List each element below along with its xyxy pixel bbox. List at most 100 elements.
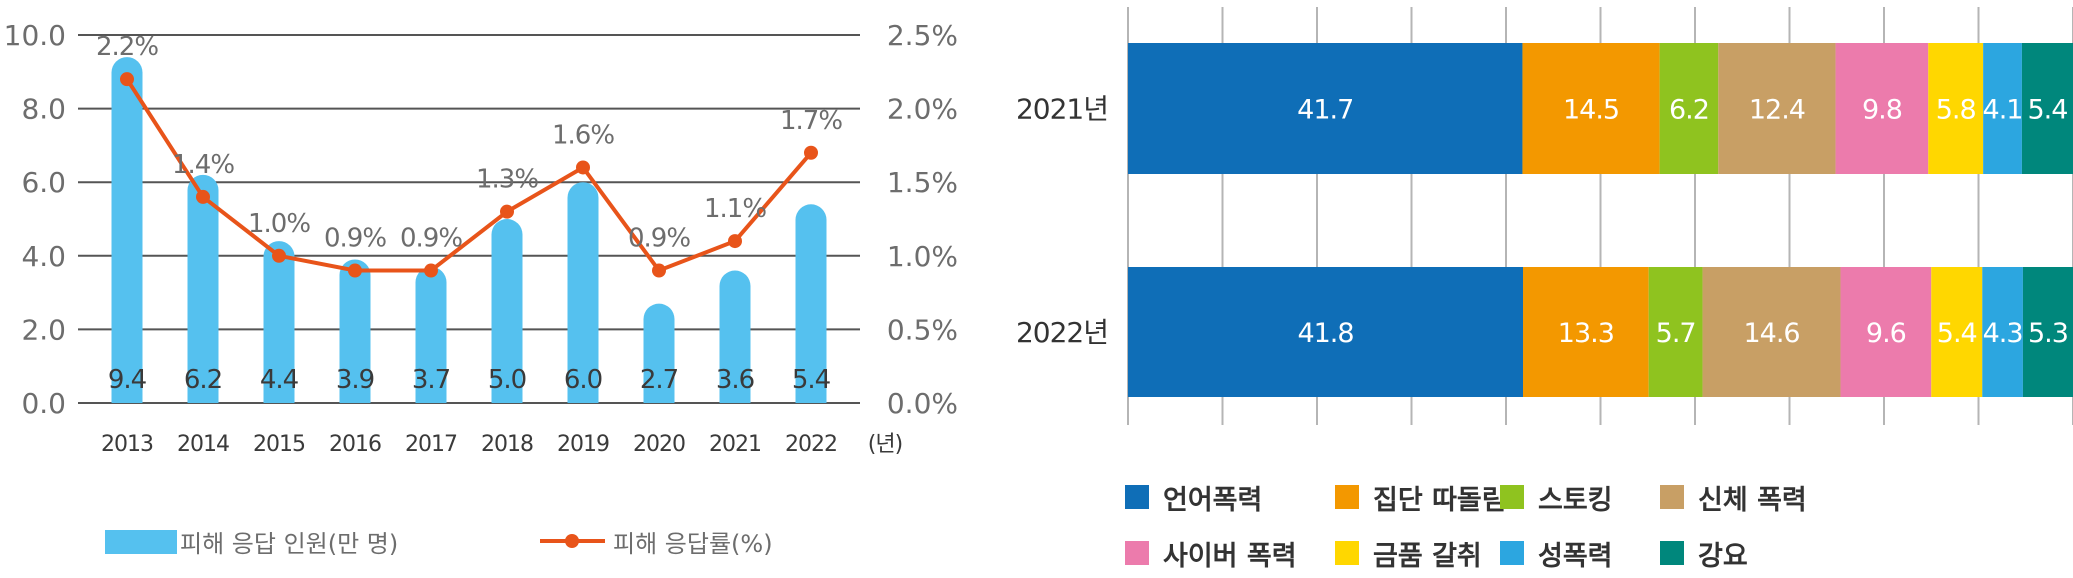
bar-value-label: 6.0 xyxy=(564,365,602,395)
segment-value-label: 12.4 xyxy=(1749,95,1805,126)
legend-swatch-icon xyxy=(1660,485,1684,509)
bar-value-label: 2.7 xyxy=(640,365,678,395)
rate-value-label: 1.4% xyxy=(172,150,234,180)
right-axis-tick: 0.5% xyxy=(887,313,958,346)
bar-2019 xyxy=(567,182,599,403)
bar-2013 xyxy=(111,57,143,404)
row-2021년: 2021년 41.7 14.5 6.2 12.4 9.8 5.8 4.1 5.4 xyxy=(1016,43,2073,174)
bar-2022 xyxy=(795,204,827,403)
segment-value-label: 6.2 xyxy=(1669,95,1709,126)
x-tick-year: 2014 xyxy=(177,432,229,457)
rate-value-label: 0.9% xyxy=(400,224,462,254)
segment-금품 갈취 xyxy=(1931,267,1983,397)
legend-bar-label: 피해 응답 인원(만 명) xyxy=(180,530,398,558)
bar-value-label: 5.0 xyxy=(488,365,526,395)
right-axis-tick: 2.5% xyxy=(887,19,958,52)
segment-신체 폭력 xyxy=(1718,43,1836,174)
legend-line-label: 피해 응답률(%) xyxy=(613,530,773,558)
segment-value-label: 5.7 xyxy=(1656,318,1696,349)
right-axis-tick: 0.0% xyxy=(887,387,958,420)
rate-marker xyxy=(500,204,514,219)
segment-집단 따돌림 xyxy=(1522,43,1660,174)
rate-marker xyxy=(652,263,666,278)
legend-swatch-icon xyxy=(1125,541,1149,565)
segment-언어폭력 xyxy=(1128,43,1523,174)
legend-label: 신체 폭력 xyxy=(1698,485,1807,516)
legend-item: 집단 따돌림 xyxy=(1335,485,1507,516)
rate-marker xyxy=(196,189,210,204)
right-axis-tick: 2.0% xyxy=(887,93,958,126)
rate-value-label: 1.7% xyxy=(780,106,842,136)
right-axis-tick: 1.0% xyxy=(887,240,958,273)
rate-line xyxy=(125,78,813,273)
bar-2018 xyxy=(491,219,523,403)
left-axis-tick: 10.0 xyxy=(4,19,66,52)
legend-bar-swatch xyxy=(105,530,177,554)
left-y-axis: 10.0 8.0 6.0 4.0 2.0 0.0 xyxy=(4,19,66,420)
segment-value-label: 5.4 xyxy=(2027,95,2067,126)
segment-신체 폭력 xyxy=(1702,267,1841,397)
rate-marker xyxy=(424,263,438,278)
x-tick-year: 2022 xyxy=(785,432,837,457)
segment-value-label: 14.6 xyxy=(1743,318,1799,349)
x-tick-year: 2017 xyxy=(405,432,457,457)
legend-item: 성폭력 xyxy=(1500,541,1613,572)
x-tick-year: 2021 xyxy=(709,432,761,457)
legend-swatch-icon xyxy=(1125,485,1149,509)
rate-marker xyxy=(804,145,818,160)
bar-value-label: 4.4 xyxy=(260,365,299,395)
x-tick-year: 2020 xyxy=(633,432,685,457)
segment-금품 갈취 xyxy=(1928,43,1984,174)
bar-value-label: 3.6 xyxy=(716,365,754,395)
segment-사이버 폭력 xyxy=(1835,43,1929,174)
x-tick-year: 2018 xyxy=(481,432,533,457)
rate-marker xyxy=(120,72,134,87)
legend-item: 언어폭력 xyxy=(1125,485,1262,516)
bar-value-labels: 9.4 6.2 4.4 3.9 3.7 5.0 6.0 2.7 3.6 5.4 xyxy=(108,365,832,395)
rate-value-label: 1.1% xyxy=(704,194,766,224)
bar-2015 xyxy=(263,241,295,403)
legend-swatch-icon xyxy=(1660,541,1684,565)
legend-swatch-icon xyxy=(1500,541,1524,565)
segment-사이버 폭력 xyxy=(1840,267,1932,397)
rate-value-label: 1.3% xyxy=(476,165,538,195)
rate-value-label: 1.6% xyxy=(552,120,614,150)
segment-성폭력 xyxy=(1982,267,2023,397)
segment-강요 xyxy=(2021,43,2073,174)
segment-강요 xyxy=(2022,267,2073,397)
legend-item: 신체 폭력 xyxy=(1660,485,1807,516)
legend-item: 금품 갈취 xyxy=(1335,541,1482,572)
legend-label: 사이버 폭력 xyxy=(1163,541,1297,572)
row-label: 2022년 xyxy=(1016,316,1108,349)
line-series xyxy=(120,72,818,278)
segment-집단 따돌림 xyxy=(1523,267,1649,397)
bar-value-label: 9.4 xyxy=(108,365,147,395)
segment-value-label: 9.6 xyxy=(1866,318,1906,349)
segment-value-label: 14.5 xyxy=(1563,95,1619,126)
left-axis-tick: 2.0 xyxy=(21,313,66,346)
segment-value-label: 4.3 xyxy=(1983,318,2023,349)
rate-value-label: 2.2% xyxy=(96,32,158,62)
legend-line-marker-icon xyxy=(565,534,579,548)
x-tick-year: 2013 xyxy=(101,432,153,457)
legend-swatch-icon xyxy=(1335,485,1359,509)
bar-2021 xyxy=(719,270,751,403)
legend-label: 언어폭력 xyxy=(1163,485,1262,516)
row-label: 2021년 xyxy=(1016,93,1108,126)
segment-value-label: 5.8 xyxy=(1936,95,1976,126)
segment-value-label: 5.4 xyxy=(1937,318,1977,349)
bar-value-label: 3.9 xyxy=(336,365,374,395)
legend-label: 성폭력 xyxy=(1538,541,1613,572)
legend-label: 금품 갈취 xyxy=(1373,541,1482,572)
right-y-axis: 2.5% 2.0% 1.5% 1.0% 0.5% 0.0% xyxy=(887,19,958,420)
x-tick-year: 2019 xyxy=(557,432,609,457)
rate-value-label: 1.0% xyxy=(248,209,310,239)
legend: 피해 응답 인원(만 명) 피해 응답률(%) xyxy=(105,530,773,558)
rate-value-label: 0.9% xyxy=(628,224,690,254)
legend-label: 집단 따돌림 xyxy=(1373,485,1507,516)
segment-언어폭력 xyxy=(1128,267,1524,397)
bar-value-label: 6.2 xyxy=(184,365,222,395)
legend-item: 강요 xyxy=(1660,541,1748,572)
left-chart-svg: 10.0 8.0 6.0 4.0 2.0 0.0 2.5% 2.0% 1.5% 1.0% 0.5%… xyxy=(4,19,958,558)
legend-item: 사이버 폭력 xyxy=(1125,541,1297,572)
